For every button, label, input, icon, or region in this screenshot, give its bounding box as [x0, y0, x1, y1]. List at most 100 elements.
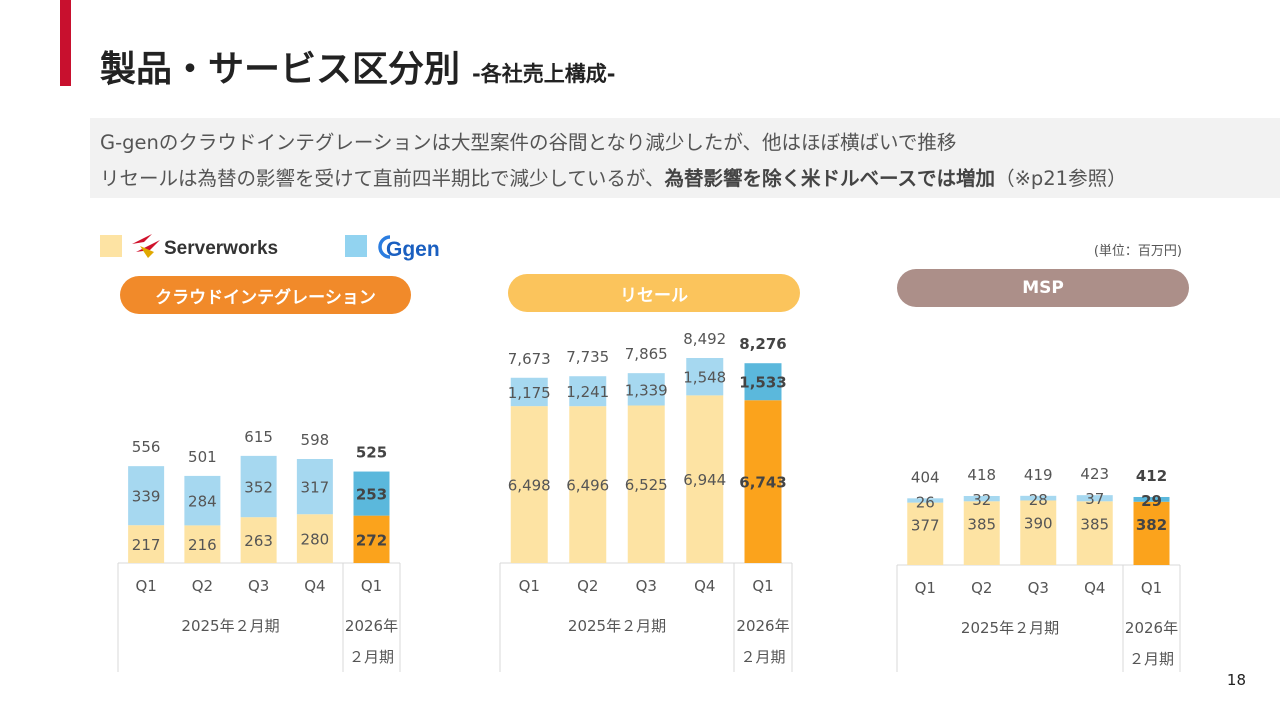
resale-bar-serverworks — [627, 405, 665, 563]
unit-label: (単位：百万円) — [1093, 244, 1182, 259]
ci-tick-label: Q4 — [304, 577, 325, 595]
msp-label-total: 418 — [967, 466, 996, 484]
resale-bar-ggen — [510, 377, 548, 407]
resale-bar-ggen — [569, 376, 607, 407]
ci-label-ggen: 317 — [301, 479, 330, 497]
ci-tick-label: Q1 — [135, 577, 156, 595]
msp-label-serverworks: 385 — [967, 515, 996, 533]
resale-label-serverworks: 6,944 — [683, 471, 726, 489]
resale-label-serverworks: 6,496 — [566, 477, 609, 495]
ci-label-ggen: 284 — [188, 493, 217, 511]
msp-label-ggen: 32 — [972, 491, 991, 509]
summary-line-2-prefix: リセールは為替の影響を受けて直前四半期比で減少しているが、 — [100, 167, 665, 190]
page-title: 製品・サービス区分別 -各社売上構成- — [100, 40, 615, 92]
resale-label-serverworks: 6,525 — [625, 476, 668, 494]
msp-label-ggen: 37 — [1085, 490, 1104, 508]
summary-line-2-suffix: （※p21参照） — [995, 167, 1127, 190]
ci-period-label-2026: ２月期 — [349, 648, 394, 666]
chart-title-resale: リセール — [508, 274, 800, 312]
msp-label-ggen: 29 — [1141, 492, 1162, 510]
ci-bar-ggen — [296, 459, 333, 515]
msp-bar-serverworks — [907, 502, 944, 565]
resale-period-label-2026: 2026年 — [736, 617, 789, 635]
serverworks-logo: Serverworks — [132, 234, 278, 259]
msp-bar-ggen — [963, 495, 1000, 502]
resale-bar-serverworks — [510, 406, 548, 563]
page-title-main: 製品・サービス区分別 — [100, 49, 461, 90]
msp-bar-ggen — [1133, 496, 1170, 502]
resale-bar-ggen — [627, 373, 665, 406]
msp-label-ggen: 28 — [1029, 491, 1048, 509]
ci-bar-serverworks — [128, 525, 165, 563]
serverworks-logo-text: Serverworks — [164, 238, 278, 259]
resale-bar-serverworks — [686, 395, 724, 563]
ci-label-total: 556 — [132, 438, 161, 456]
summary-line-1: G-genのクラウドインテグレーションは大型案件の谷間となり減少したが、他はほぼ… — [100, 131, 957, 154]
resale-label-ggen: 1,339 — [625, 381, 668, 399]
msp-label-serverworks: 390 — [1024, 514, 1053, 532]
ci-label-serverworks: 216 — [188, 536, 217, 554]
summary-line-2-bold: 為替影響を除く米ドルベースでは増加 — [664, 167, 996, 190]
resale-label-total: 7,865 — [625, 345, 668, 363]
resale-tick-label: Q3 — [636, 577, 657, 595]
ci-bar-serverworks — [240, 517, 277, 563]
ggen-logo-text: Ggen — [386, 238, 440, 261]
page-number: 18 — [1226, 671, 1246, 689]
chart-title-cloud-integration-text: クラウドインテグレーション — [155, 287, 376, 308]
ci-label-total: 615 — [244, 428, 273, 446]
chart-title-msp: MSP — [897, 269, 1189, 307]
resale-label-ggen: 1,533 — [739, 374, 786, 392]
msp-bar-serverworks — [1076, 501, 1113, 565]
resale-period-label-2025: 2025年２月期 — [568, 617, 666, 635]
chart-title-resale-text: リセール — [620, 285, 688, 306]
ci-label-ggen: 253 — [356, 486, 387, 504]
ci-label-total: 501 — [188, 448, 217, 466]
ci-period-label-2026: 2026年 — [345, 617, 398, 635]
ci-label-ggen: 352 — [244, 479, 273, 497]
summary-box: G-genのクラウドインテグレーションは大型案件の谷間となり減少したが、他はほぼ… — [90, 118, 1280, 198]
ggen-logo: Ggen — [378, 235, 440, 261]
resale-bar-serverworks — [569, 406, 607, 563]
ci-bar-ggen — [184, 475, 221, 526]
ci-label-serverworks: 263 — [244, 532, 273, 550]
msp-period-label-2026: ２月期 — [1129, 650, 1174, 668]
chart-title-cloud-integration: クラウドインテグレーション — [120, 276, 411, 314]
resale-label-total: 8,492 — [683, 330, 726, 348]
legend-swatch-serverworks — [100, 235, 122, 257]
ci-label-total: 598 — [301, 431, 330, 449]
ci-label-serverworks: 217 — [132, 536, 161, 554]
resale-period-label-2026: ２月期 — [740, 648, 785, 666]
ci-bar-serverworks — [296, 514, 333, 563]
msp-period-label-2026: 2026年 — [1125, 619, 1178, 637]
msp-tick-label: Q1 — [915, 579, 936, 597]
msp-bar-serverworks — [963, 501, 1000, 565]
msp-tick-label: Q3 — [1028, 579, 1049, 597]
msp-label-total: 423 — [1080, 465, 1109, 483]
resale-label-serverworks: 6,498 — [508, 477, 551, 495]
ci-bar-ggen — [353, 471, 390, 516]
ci-tick-label: Q2 — [192, 577, 213, 595]
ci-label-total: 525 — [356, 444, 387, 462]
resale-label-total: 7,735 — [566, 348, 609, 366]
resale-bar-ggen — [686, 358, 724, 396]
resale-label-serverworks: 6,743 — [739, 474, 786, 492]
msp-bar-ggen — [907, 498, 944, 503]
ci-bar-ggen — [240, 455, 277, 518]
msp-label-total: 412 — [1136, 467, 1167, 485]
msp-tick-label: Q1 — [1141, 579, 1162, 597]
resale-tick-label: Q1 — [519, 577, 540, 595]
resale-label-ggen: 1,241 — [566, 383, 609, 401]
msp-bar-serverworks — [1020, 500, 1057, 565]
msp-label-total: 404 — [911, 468, 940, 486]
resale-label-total: 8,276 — [739, 335, 786, 353]
msp-tick-label: Q2 — [971, 579, 992, 597]
msp-period-label-2025: 2025年２月期 — [961, 619, 1059, 637]
ci-tick-label: Q1 — [361, 577, 382, 595]
ci-label-ggen: 339 — [132, 488, 161, 506]
msp-label-serverworks: 382 — [1136, 516, 1167, 534]
resale-bar-serverworks — [744, 400, 782, 563]
msp-label-total: 419 — [1024, 466, 1053, 484]
summary-line-2: リセールは為替の影響を受けて直前四半期比で減少しているが、為替影響を除く米ドルベ… — [100, 162, 1127, 191]
msp-bar-ggen — [1076, 495, 1113, 502]
